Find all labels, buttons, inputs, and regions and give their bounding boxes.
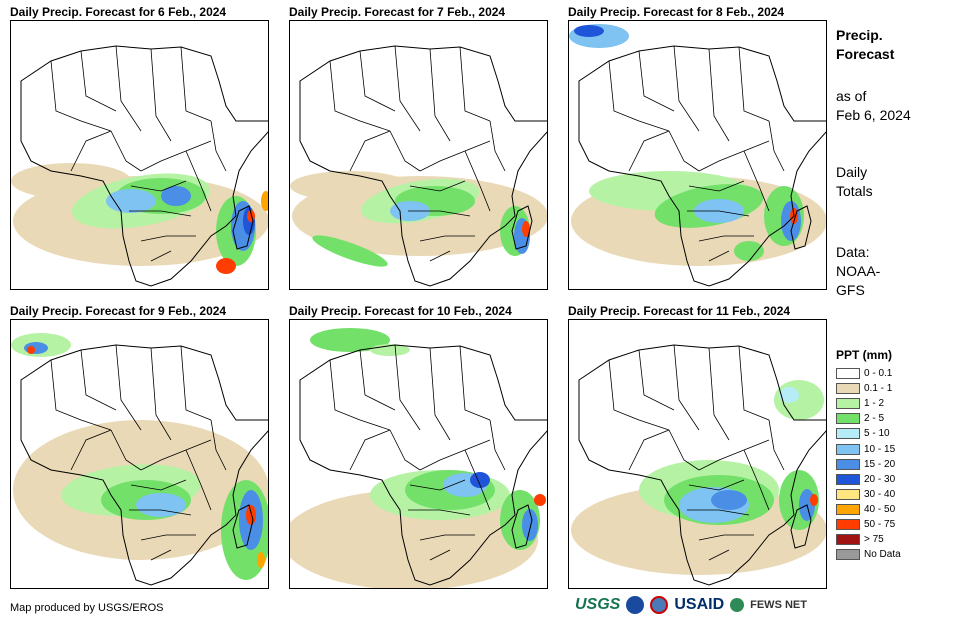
- panel-title-2: Daily Precip. Forecast for 7 Feb., 2024: [289, 5, 506, 19]
- legend-label: 40 - 50: [864, 503, 896, 515]
- legend-swatch: [836, 473, 860, 485]
- forecast-map-4: [10, 319, 269, 589]
- legend-item: 50 - 75: [836, 517, 901, 532]
- legend-label: 1 - 2: [864, 398, 885, 410]
- legend-item: 20 - 30: [836, 472, 901, 487]
- panel-title-1: Daily Precip. Forecast for 6 Feb., 2024: [10, 5, 227, 19]
- legend-swatch: [836, 368, 860, 380]
- legend-swatch: [836, 398, 860, 410]
- as-of-date: as of Feb 6, 2024: [836, 88, 911, 123]
- legend-swatch: [836, 549, 860, 561]
- forecast-map-3: [568, 20, 827, 290]
- panel-title-3: Daily Precip. Forecast for 8 Feb., 2024: [568, 5, 785, 19]
- sidebar-title: Precip. Forecast: [836, 27, 895, 62]
- usgs-logo: USGS: [575, 596, 621, 613]
- legend-item: 0.1 - 1: [836, 381, 901, 396]
- legend-item: No Data: [836, 547, 901, 562]
- legend-item: 15 - 20: [836, 457, 901, 472]
- panel-title-6: Daily Precip. Forecast for 11 Feb., 2024: [568, 304, 791, 318]
- legend-title: PPT (mm): [836, 348, 893, 362]
- legend-item: > 75: [836, 532, 901, 547]
- forecast-map-2: [289, 20, 548, 290]
- legend-label: 2 - 5: [864, 413, 885, 425]
- legend-label: 5 - 10: [864, 428, 890, 440]
- panel-title-5: Daily Precip. Forecast for 10 Feb., 2024: [289, 304, 512, 318]
- legend-swatch: [836, 534, 860, 546]
- legend-swatch: [836, 458, 860, 470]
- legend-swatch: [836, 428, 860, 440]
- legend-swatch: [836, 518, 860, 530]
- legend-label: 15 - 20: [864, 458, 896, 470]
- totals-label: Daily Totals: [836, 164, 873, 199]
- logo-bar: USGS USAID FEWS NET: [575, 596, 807, 614]
- fews-net-logo: FEWS NET: [750, 599, 807, 611]
- legend-label: 30 - 40: [864, 488, 896, 500]
- legend-label: 0.1 - 1: [864, 383, 893, 395]
- usaid-logo: USAID: [674, 596, 725, 613]
- legend-label: No Data: [864, 549, 901, 561]
- forecast-map-1: [10, 20, 269, 290]
- legend-item: 10 - 15: [836, 441, 901, 456]
- legend-swatch: [836, 413, 860, 425]
- legend-item: 5 - 10: [836, 426, 901, 441]
- noaa-logo-icon: [626, 596, 645, 614]
- legend-label: 0 - 0.1: [864, 368, 893, 380]
- legend-item: 1 - 2: [836, 396, 901, 411]
- legend-swatch: [836, 488, 860, 500]
- legend-swatch: [836, 503, 860, 515]
- legend-item: 2 - 5: [836, 411, 901, 426]
- legend-swatch: [836, 383, 860, 395]
- legend-label: 10 - 15: [864, 443, 896, 455]
- legend-item: 40 - 50: [836, 502, 901, 517]
- legend-label: > 75: [864, 534, 884, 546]
- forecast-map-6: [568, 319, 827, 589]
- credit-text: Map produced by USGS/EROS: [10, 602, 164, 614]
- forecast-map-5: [289, 319, 548, 589]
- legend-item: 0 - 0.1: [836, 366, 901, 381]
- data-source: Data: NOAA- GFS: [836, 244, 881, 298]
- usaid-seal-icon: [650, 596, 669, 614]
- legend-item: 30 - 40: [836, 487, 901, 502]
- legend: 0 - 0.1 0.1 - 1 1 - 2 2 - 5 5 - 10 10 - 15 15 …: [836, 366, 901, 562]
- legend-label: 20 - 30: [864, 473, 896, 485]
- panel-title-4: Daily Precip. Forecast for 9 Feb., 2024: [10, 304, 227, 318]
- legend-label: 50 - 75: [864, 518, 896, 530]
- fews-globe-icon: [730, 598, 745, 612]
- legend-swatch: [836, 443, 860, 455]
